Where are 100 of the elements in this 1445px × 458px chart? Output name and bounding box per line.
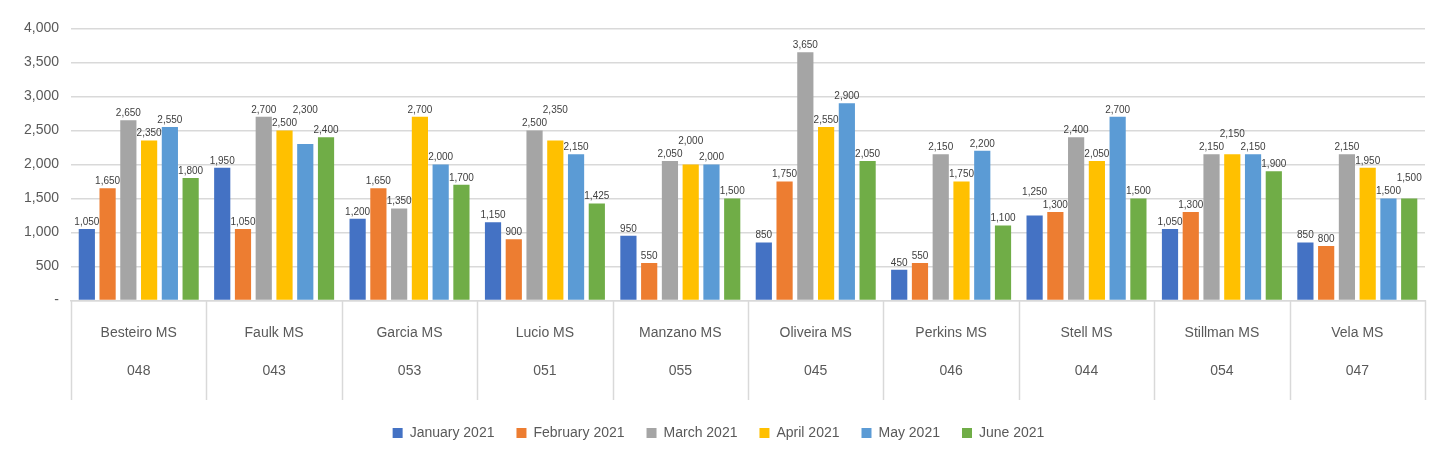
data-label: 800 xyxy=(1317,232,1335,244)
data-label: 1,350 xyxy=(386,195,413,207)
data-label: 850 xyxy=(755,229,773,241)
bar xyxy=(99,188,116,300)
data-label: 2,500 xyxy=(271,117,298,129)
bar xyxy=(317,137,335,300)
legend-label: May 2021 xyxy=(878,423,941,440)
data-label: 2,050 xyxy=(657,147,683,159)
bar xyxy=(391,208,408,300)
data-label: 1,050 xyxy=(230,215,256,227)
bar xyxy=(484,222,502,300)
bar xyxy=(1068,137,1085,300)
y-tick-label: 2,500 xyxy=(23,121,60,138)
data-label: 2,650 xyxy=(115,106,142,118)
bar xyxy=(1182,212,1199,300)
bar xyxy=(161,127,178,300)
data-label: 2,350 xyxy=(136,127,163,139)
bar xyxy=(661,161,679,300)
bar xyxy=(994,225,1012,300)
data-label: 2,400 xyxy=(1063,123,1090,135)
bar xyxy=(932,154,949,300)
bar xyxy=(1109,116,1126,300)
category-label: Manzano MS 055 xyxy=(639,324,722,378)
data-label: 1,100 xyxy=(990,212,1016,224)
y-tick-label: 3,500 xyxy=(23,53,60,70)
y-tick-label: 3,000 xyxy=(23,87,60,104)
bar xyxy=(859,161,876,300)
data-label: 2,050 xyxy=(855,147,881,159)
data-label: 2,150 xyxy=(1199,140,1225,152)
data-label: 1,500 xyxy=(1396,172,1423,184)
category-label: Perkins MS 046 xyxy=(915,324,987,378)
bar xyxy=(891,269,908,300)
bar xyxy=(703,164,720,300)
bar xyxy=(641,263,658,300)
bar xyxy=(432,164,449,300)
bar xyxy=(620,235,637,300)
data-label: 1,150 xyxy=(480,208,506,220)
y-tick-label: 2,000 xyxy=(23,155,60,172)
bar xyxy=(526,130,543,300)
data-label: 2,700 xyxy=(251,103,277,115)
data-label: 1,750 xyxy=(772,168,798,180)
bar xyxy=(411,116,428,300)
bar xyxy=(974,150,991,300)
data-label: 950 xyxy=(620,222,638,234)
data-label: 1,050 xyxy=(74,215,100,227)
bar xyxy=(953,181,970,300)
bar xyxy=(234,229,252,300)
data-label: 1,500 xyxy=(1375,185,1402,197)
data-label: 1,500 xyxy=(719,185,746,197)
category-label: Faulk MS 043 xyxy=(244,324,304,378)
bar xyxy=(1203,154,1220,300)
y-tick-label: 4,000 xyxy=(23,19,60,36)
data-label: 2,000 xyxy=(698,151,725,163)
data-label: 1,425 xyxy=(584,190,610,202)
bar xyxy=(1338,154,1356,300)
data-label: 1,950 xyxy=(209,154,236,166)
bar xyxy=(1224,154,1241,300)
legend-label: February 2021 xyxy=(533,423,625,440)
data-label: 2,300 xyxy=(292,104,319,116)
bar xyxy=(505,239,522,300)
data-label: 1,650 xyxy=(365,174,392,186)
bar xyxy=(1026,215,1043,300)
data-label: 2,400 xyxy=(313,123,339,135)
data-label: 1,650 xyxy=(95,174,121,186)
category-label: Vela MS 047 xyxy=(1331,324,1384,378)
bar xyxy=(1380,198,1397,300)
bar xyxy=(297,144,314,300)
bar xyxy=(588,203,605,300)
data-label: 1,300 xyxy=(1042,198,1069,210)
bar xyxy=(1130,198,1147,300)
data-label: 1,050 xyxy=(1157,215,1183,227)
bar xyxy=(1359,167,1376,300)
data-label: 900 xyxy=(505,225,523,237)
data-label: 2,350 xyxy=(542,104,569,116)
data-label: 1,700 xyxy=(448,171,475,183)
bar xyxy=(453,184,470,300)
data-label: 1,800 xyxy=(178,164,204,176)
bar xyxy=(1244,154,1262,300)
data-label: 2,900 xyxy=(834,89,860,101)
bar xyxy=(1401,198,1418,300)
data-label: 1,750 xyxy=(948,168,975,180)
data-label: 450 xyxy=(890,256,908,268)
bar xyxy=(349,218,366,300)
y-tick-label: - xyxy=(54,291,60,308)
data-label: 550 xyxy=(911,249,929,261)
data-label: 1,300 xyxy=(1178,198,1204,210)
data-label: 1,200 xyxy=(345,205,371,217)
data-label: 1,900 xyxy=(1261,157,1287,169)
category-label: Garcia MS 053 xyxy=(376,324,443,378)
data-label: 2,000 xyxy=(678,134,704,146)
data-label: 2,150 xyxy=(1240,140,1266,152)
bar xyxy=(838,103,855,300)
bar xyxy=(1297,242,1314,300)
data-label: 2,700 xyxy=(1105,103,1131,115)
bar xyxy=(1318,246,1335,300)
data-label: 2,700 xyxy=(407,103,433,115)
bar xyxy=(120,120,137,300)
data-label: 550 xyxy=(640,249,658,261)
legend-label: June 2021 xyxy=(978,423,1045,440)
bar xyxy=(1047,212,1064,300)
